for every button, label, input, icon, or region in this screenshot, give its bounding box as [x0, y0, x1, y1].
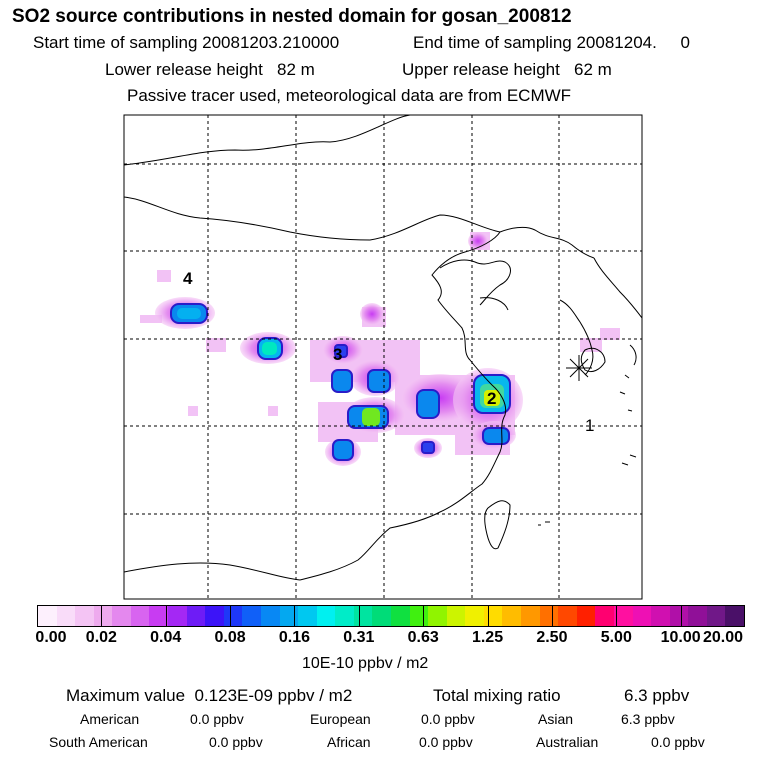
plume-cores [170, 303, 511, 461]
region-name-african: African [327, 734, 371, 750]
colorbar-segment [75, 606, 94, 626]
colorbar-divider [423, 605, 425, 627]
colorbar-tick-label: 0.04 [150, 629, 182, 646]
colorbar-segment [521, 606, 540, 626]
colorbar-segment [539, 606, 559, 626]
colorbar-divider [487, 605, 489, 627]
start-sampling-text: Start time of sampling 20081203.210000 [33, 33, 340, 52]
source-label-3: 3 [333, 345, 342, 364]
graticule [124, 115, 642, 599]
colorbar-segment [242, 606, 261, 626]
region-name-australian: Australian [536, 734, 599, 750]
colorbar-segment [38, 606, 57, 626]
upper-release-text: Upper release height 62 m [402, 60, 612, 79]
colorbar-segment [186, 606, 206, 626]
end-sampling-text: End time of sampling 20081204. 0 [413, 33, 690, 52]
colorbar-divider [358, 605, 360, 627]
colorbar-divider [230, 605, 232, 627]
colorbar [37, 605, 745, 627]
source-label-4: 4 [183, 269, 193, 288]
colorbar-segment [576, 606, 596, 626]
colorbar-segment [93, 606, 113, 626]
colorbar-segment [465, 606, 484, 626]
region-name-european: European [310, 711, 371, 727]
colorbar-divider [294, 605, 296, 627]
colorbar-segment [112, 606, 131, 626]
colorbar-segment [316, 606, 336, 626]
colorbar-segment [168, 606, 187, 626]
colorbar-segment [205, 606, 224, 626]
region-value-australian: 0.0 ppbv [651, 734, 705, 750]
colorbar-segment [613, 606, 633, 626]
colorbar-segment [632, 606, 652, 626]
source-label-2: 2 [487, 389, 496, 408]
colorbar-segment [428, 606, 447, 626]
tracer-note-text: Passive tracer used, meteorological data… [127, 86, 572, 105]
colorbar-segment [149, 606, 169, 626]
region-name-asian: Asian [538, 711, 574, 727]
colorbar-segment [279, 606, 299, 626]
colorbar-segment [651, 606, 670, 626]
region-name-american: American [80, 711, 140, 727]
region-value-american: 0.0 ppbv [190, 711, 244, 727]
colorbar-tick-label: 0.63 [407, 629, 439, 646]
colorbar-tick-label: 0.02 [85, 629, 117, 646]
colorbar-tick-label: 0.31 [343, 629, 375, 646]
colorbar-segment [223, 606, 243, 626]
colorbar-segment [725, 606, 744, 626]
colorbar-segment [595, 606, 614, 626]
colorbar-divider [101, 605, 103, 627]
colorbar-segment [688, 606, 707, 626]
colorbar-divider [551, 605, 553, 627]
colorbar-segment [353, 606, 373, 626]
colorbar-tick-label: 20.00 [702, 629, 744, 646]
region-value-european: 0.0 ppbv [421, 711, 475, 727]
map-panel: 4 3 2 1 [123, 114, 643, 600]
region-value-south-american: 0.0 ppbv [209, 734, 263, 750]
colorbar-segment [390, 606, 410, 626]
lower-release-text: Lower release height 82 m [105, 60, 315, 79]
colorbar-tick-label: 0.16 [278, 629, 311, 646]
colorbar-tick-label: 2.50 [536, 629, 568, 646]
colorbar-segment [260, 606, 280, 626]
region-value-asian: 6.3 ppbv [621, 711, 675, 727]
colorbar-segment [372, 606, 391, 626]
colorbar-segment [335, 606, 354, 626]
colorbar-divider [616, 605, 618, 627]
colorbar-tick-label: 0.08 [214, 629, 246, 646]
region-value-african: 0.0 ppbv [419, 734, 473, 750]
colorbar-segment [298, 606, 317, 626]
colorbar-segment [558, 606, 577, 626]
source-label-1: 1 [585, 416, 594, 435]
colorbar-unit-label: 10E-10 ppbv / m2 [302, 655, 429, 672]
colorbar-segment [409, 606, 429, 626]
colorbar-segment [56, 606, 76, 626]
maximum-value-text: Maximum value 0.123E-09 ppbv / m2 [66, 686, 353, 705]
colorbar-segment [706, 606, 726, 626]
page-title: SO2 source contributions in nested domai… [12, 6, 572, 27]
receptor-star-icon [566, 355, 592, 381]
colorbar-tick-label: 5.00 [600, 629, 632, 646]
colorbar-tick-label: 10.00 [660, 629, 701, 646]
colorbar-segment [669, 606, 689, 626]
total-mixing-label: Total mixing ratio [433, 686, 561, 705]
colorbar-divider [165, 605, 167, 627]
colorbar-segment [502, 606, 522, 626]
region-name-south-american: South American [49, 734, 148, 750]
colorbar-tick-label: 0.00 [35, 629, 67, 646]
colorbar-segment [130, 606, 150, 626]
coastlines [124, 115, 642, 581]
colorbar-segment [446, 606, 466, 626]
colorbar-divider [680, 605, 682, 627]
total-mixing-value: 6.3 ppbv [624, 686, 690, 705]
colorbar-tick-label: 1.25 [471, 629, 504, 646]
